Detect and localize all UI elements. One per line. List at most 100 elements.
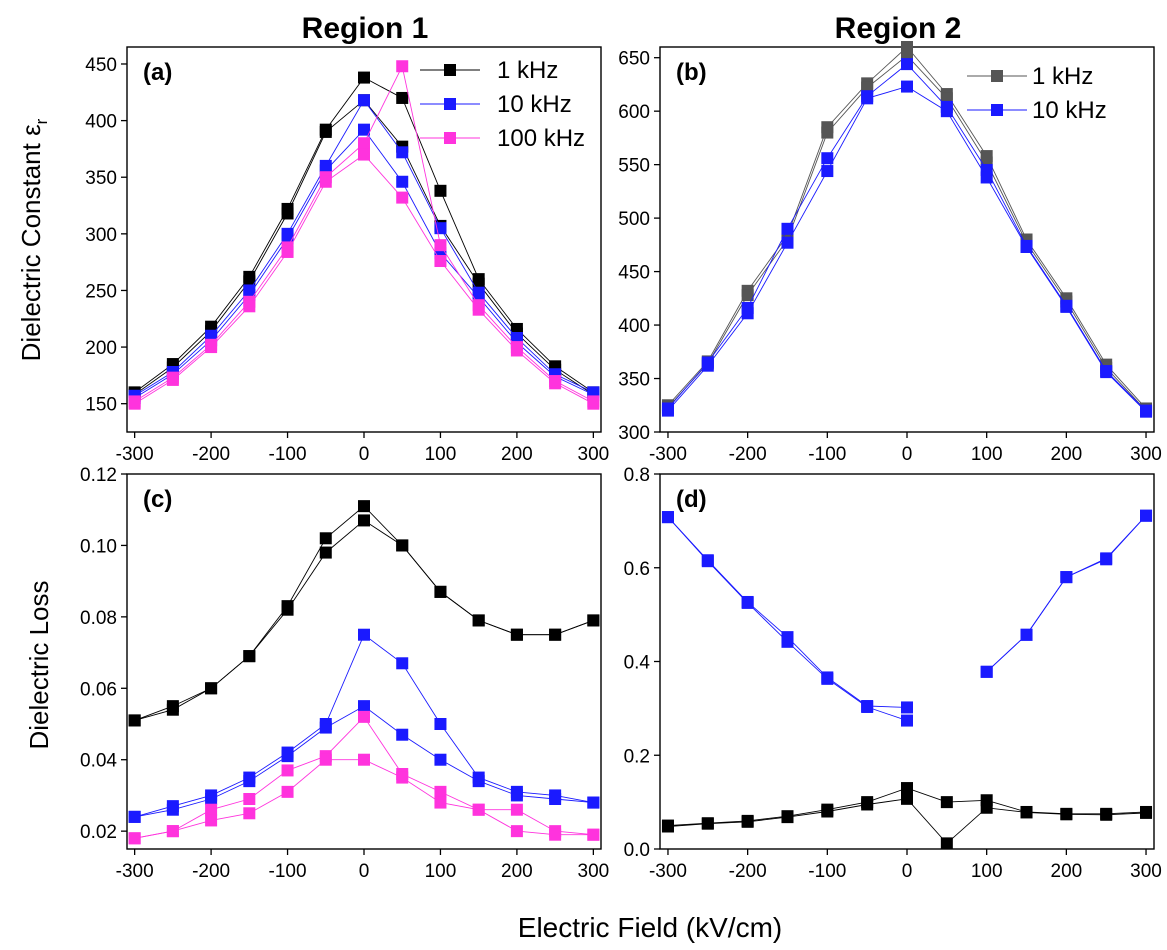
data-point (434, 255, 447, 268)
data-point (358, 148, 370, 161)
data-point (358, 700, 370, 713)
data-point (358, 137, 370, 150)
x-tick-label: 100 (971, 444, 1003, 465)
x-tick-label: 300 (578, 444, 610, 465)
data-point (901, 701, 913, 714)
series-blue-3 (128, 123, 600, 405)
series-blue-3 (661, 80, 1153, 418)
series-line (134, 505, 594, 721)
data-point (396, 728, 409, 741)
region-1-title: Region 1 (302, 12, 429, 45)
data-point (510, 825, 523, 838)
series-line (134, 519, 594, 721)
data-point (701, 817, 714, 830)
series-black-3 (661, 792, 1153, 850)
x-tick-label: 0 (359, 861, 370, 882)
data-point (980, 801, 993, 814)
panel-d: -300 -200 -100 0 100 200 300 0.0 0.2 0.4 0.6 0.8 (d) (624, 465, 1162, 882)
data-point (434, 796, 447, 809)
data-point (821, 672, 834, 685)
y-tick-label: 600 (618, 102, 650, 123)
data-point (1100, 366, 1113, 379)
legend-label: 1 kHz (1032, 63, 1093, 90)
x-tick-label: -100 (808, 861, 846, 882)
data-point (549, 628, 562, 641)
series-line (134, 153, 594, 405)
data-point (319, 721, 332, 734)
data-point (1060, 808, 1073, 821)
data-point (781, 236, 794, 249)
x-tick-label: 300 (1130, 861, 1162, 882)
series-line (667, 86, 1147, 413)
data-point (472, 803, 485, 816)
data-point (1020, 806, 1033, 819)
series-line (986, 515, 1147, 673)
x-tick-label: 100 (971, 861, 1003, 882)
series-blue-2 (128, 628, 600, 823)
x-tick-label: -300 (649, 444, 687, 465)
x-tick-label: -200 (729, 444, 767, 465)
data-point (358, 710, 370, 723)
y-tick-label: 650 (618, 49, 650, 70)
data-point (661, 511, 674, 524)
y-axis-label-bottom: Dielectric Loss (24, 580, 54, 749)
series-blue-3 (128, 700, 600, 823)
data-point (243, 650, 256, 663)
data-point (980, 665, 993, 678)
y-tick-label: 500 (618, 209, 650, 230)
data-point (166, 825, 179, 838)
x-tick-label: 200 (501, 861, 533, 882)
data-point (587, 614, 600, 627)
data-point (434, 585, 447, 598)
data-point (510, 344, 523, 357)
data-point (1020, 240, 1033, 253)
data-point (861, 798, 874, 811)
series-line (986, 515, 1147, 673)
y-tick-label: 0.2 (624, 746, 650, 767)
data-point (243, 807, 256, 820)
y-tick-label: 200 (85, 338, 117, 359)
x-tick-label: 0 (359, 444, 370, 465)
y-tick-label: 0.4 (624, 653, 651, 674)
legend-label: 10 kHz (497, 91, 572, 118)
data-point (901, 714, 913, 727)
data-point (549, 793, 562, 805)
data-point (205, 682, 218, 695)
data-point (319, 175, 332, 188)
x-tick-label: 300 (1130, 444, 1162, 465)
data-point (358, 514, 370, 527)
data-point (1100, 553, 1113, 566)
y-tick-label: 350 (618, 370, 650, 391)
data-point (166, 803, 179, 816)
data-point (434, 718, 447, 730)
data-point (940, 105, 953, 118)
data-point (396, 771, 409, 784)
data-point (861, 92, 874, 105)
series-black-0 (128, 500, 600, 727)
y-axis-label-top: Dielectric Constant εr (16, 118, 51, 361)
data-point (980, 171, 993, 184)
data-point (1140, 806, 1153, 819)
data-point (281, 764, 294, 777)
x-tick-label: 200 (1051, 444, 1083, 465)
data-point (128, 832, 141, 845)
data-point (861, 700, 874, 713)
data-point (281, 207, 294, 220)
y-tick-label: 450 (618, 263, 650, 284)
data-point (1060, 571, 1073, 584)
series-line (667, 516, 908, 708)
data-point (434, 184, 447, 197)
data-point (358, 628, 370, 641)
legend-marker (444, 132, 456, 144)
data-point (396, 175, 409, 188)
data-point (901, 782, 913, 795)
y-tick-label: 400 (618, 316, 650, 337)
series-magenta-5 (128, 148, 600, 410)
data-point (1140, 405, 1153, 418)
data-point (472, 614, 485, 627)
data-point (205, 814, 218, 827)
data-point (396, 91, 409, 104)
series-blue-0 (661, 509, 1153, 714)
panel-label: (c) (143, 486, 172, 513)
data-point (281, 785, 294, 798)
